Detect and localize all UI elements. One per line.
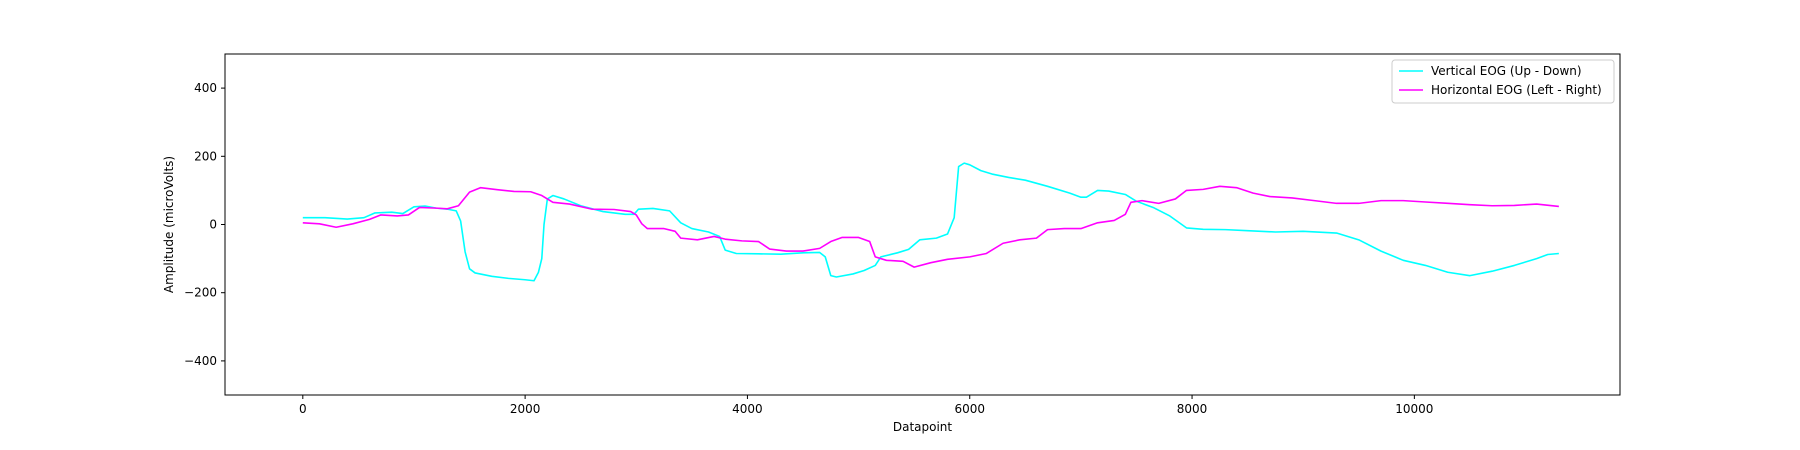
y-axis-label: Amplitude (microVolts) bbox=[162, 156, 176, 293]
x-tick-label: 8000 bbox=[1177, 402, 1208, 416]
x-axis-ticks: 0 2000 4000 6000 8000 10000 bbox=[299, 395, 1433, 416]
legend-label-vertical-eog: Vertical EOG (Up - Down) bbox=[1431, 64, 1582, 78]
legend-label-horizontal-eog: Horizontal EOG (Left - Right) bbox=[1431, 83, 1602, 97]
y-tick-label: 400 bbox=[194, 81, 217, 95]
y-tick-label: −400 bbox=[184, 354, 217, 368]
y-tick-label: 200 bbox=[194, 149, 217, 163]
legend-box bbox=[1391, 59, 1615, 104]
x-tick-label: 4000 bbox=[732, 402, 763, 416]
plot-lines bbox=[302, 162, 1559, 282]
x-axis-label: Datapoint bbox=[893, 420, 953, 434]
legend: Vertical EOG (Up - Down) Horizontal EOG … bbox=[1391, 59, 1615, 104]
x-tick-label: 10000 bbox=[1395, 402, 1433, 416]
plot-frame bbox=[224, 53, 1621, 396]
y-tick-label: 0 bbox=[209, 218, 217, 232]
y-axis-ticks: −400 −200 0 200 400 bbox=[184, 81, 225, 368]
x-tick-label: 0 bbox=[299, 402, 307, 416]
x-tick-label: 6000 bbox=[954, 402, 985, 416]
series-line-horizontal-eog bbox=[302, 185, 1559, 268]
y-tick-label: −200 bbox=[184, 286, 217, 300]
x-tick-label: 2000 bbox=[510, 402, 541, 416]
series-line-vertical-eog bbox=[302, 162, 1559, 282]
